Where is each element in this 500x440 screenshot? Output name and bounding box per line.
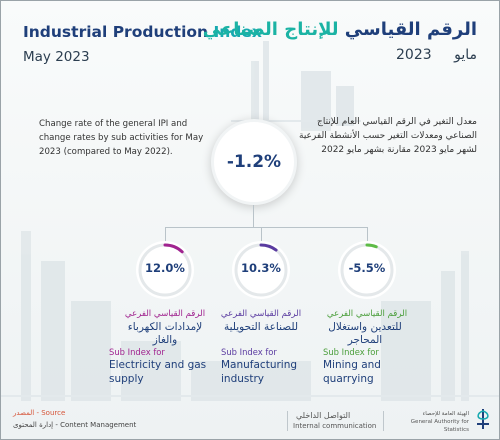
mining-progress-ring xyxy=(340,243,394,297)
mining-index-value: -5.5% xyxy=(348,261,386,275)
title-ar: الرقم القياسي للإنتاج الصناعي xyxy=(203,19,477,40)
gastat-name-ar: الهيئة العامة للإحصاء xyxy=(422,411,469,417)
mining-index-circle: -5.5% xyxy=(338,241,396,299)
title-en-accent: Index xyxy=(213,23,262,41)
description-en: Change rate of the general IPI and chang… xyxy=(39,119,204,157)
manufacturing-progress-arc xyxy=(234,243,288,297)
connector-drop-electricity xyxy=(165,227,166,243)
description-ar: معدل التغير في الرقم القياسي العام للإنت… xyxy=(299,117,477,155)
title-en-main: Industrial Production xyxy=(23,23,209,41)
electricity-progress-arc xyxy=(138,243,192,297)
electricity-label-ar-1: الرقم القياسي الفرعي xyxy=(124,309,206,319)
gastat-name-en: General Authority for Statistics xyxy=(410,419,469,433)
date-ar-month: مايو xyxy=(454,47,477,63)
connector-horizontal xyxy=(165,227,367,228)
internal-communication-ar: التواصل الداخلي xyxy=(296,411,351,420)
electricity-index-circle: 12.0% xyxy=(136,241,194,299)
manufacturing-label-en-1: Sub Index for xyxy=(221,347,277,357)
manufacturing-progress-ring xyxy=(234,243,288,297)
manufacturing-label-en-2: Manufacturing industry xyxy=(221,359,298,385)
title-ar-accent: للإنتاج الصناعي xyxy=(202,19,339,40)
manufacturing-label-ar-2: للصناعة التحويلية xyxy=(223,321,299,333)
date-en: May 2023 xyxy=(23,49,90,65)
manufacturing-label-ar-1: الرقم القياسي الفرعي xyxy=(220,309,302,319)
electricity-label-en-2: Electricity and gas supply xyxy=(109,359,207,385)
mining-label-en-2: Mining and quarrying xyxy=(323,359,381,385)
internal-communication-en: Internal communication xyxy=(293,422,377,430)
mining-label-ar-2: للتعدين واستغلال المحاجر xyxy=(328,321,402,346)
date-ar-year: 2023 xyxy=(396,47,432,63)
mining-label-ar-1: الرقم القياسي الفرعي xyxy=(326,309,408,319)
connector-vertical xyxy=(253,205,254,227)
content-management-label: إدارة المحتوى - Content Management xyxy=(13,421,137,429)
electricity-progress-ring xyxy=(138,243,192,297)
electricity-label-ar-2: لإمدادات الكهرباء والغاز xyxy=(127,321,203,346)
mining-label-en-1: Sub Index for xyxy=(323,347,379,357)
date-ar: مايو 2023 xyxy=(378,47,477,63)
general-index-value: -1.2% xyxy=(226,152,282,172)
electricity-index-value: 12.0% xyxy=(145,261,185,275)
manufacturing-index-value: 10.3% xyxy=(241,261,281,275)
gastat-logo-icon xyxy=(477,409,489,429)
mining-progress-arc xyxy=(340,243,394,297)
title-ar-main: الرقم القياسي xyxy=(344,19,477,40)
title-en: Industrial Production Index xyxy=(23,23,262,41)
manufacturing-index-circle: 10.3% xyxy=(232,241,290,299)
electricity-label-en-1: Sub Index for xyxy=(109,347,165,357)
source-label: المصدر - Source xyxy=(13,409,66,417)
footer-divider-1 xyxy=(287,411,288,431)
footer-divider-2 xyxy=(383,411,384,431)
general-index-circle: -1.2% xyxy=(211,119,297,205)
gastat-name: الهيئة العامة للإحصاء General Authority … xyxy=(389,410,469,434)
connector-drop-mining xyxy=(367,227,368,243)
connector-drop-manufacturing xyxy=(261,227,262,243)
